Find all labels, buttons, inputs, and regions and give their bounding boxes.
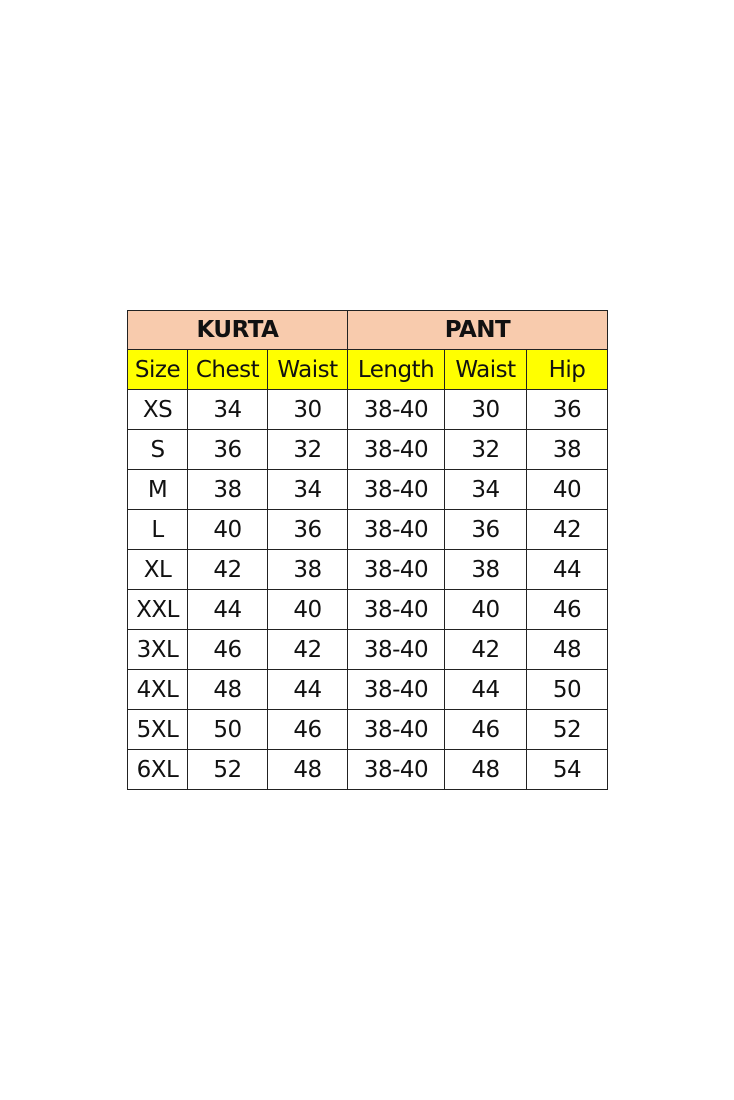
table-cell: 38-40 [347,509,445,550]
group-pant: PANT [347,310,608,350]
column-header: Size [127,349,188,390]
table-cell: 48 [526,629,608,670]
table-cell: 38-40 [347,469,445,510]
table-cell: XL [127,549,188,590]
table-row: M 38 34 38-40 34 40 [127,469,608,510]
table-cell: 38-40 [347,709,445,750]
table-row: L 40 36 38-40 36 42 [127,509,608,550]
column-header: Chest [187,349,268,390]
table-cell: 32 [267,429,348,470]
table-cell: 38-40 [347,549,445,590]
column-header-row: Size Chest Waist Length Waist Hip [127,349,608,390]
table-cell: 42 [444,629,527,670]
table-cell: 50 [187,709,268,750]
table-cell: 54 [526,749,608,790]
table-row: XL 42 38 38-40 38 44 [127,549,608,590]
table-cell: 36 [187,429,268,470]
table-cell: 52 [187,749,268,790]
column-header: Waist [444,349,527,390]
table-cell: 38 [187,469,268,510]
table-cell: 36 [526,389,608,430]
table-cell: 38-40 [347,749,445,790]
table-cell: 42 [526,509,608,550]
table-cell: 44 [187,589,268,630]
table-cell: 38-40 [347,669,445,710]
table-cell: 40 [187,509,268,550]
table-cell: XS [127,389,188,430]
table-cell: 38 [444,549,527,590]
table-cell: 36 [267,509,348,550]
table-cell: M [127,469,188,510]
table-cell: 4XL [127,669,188,710]
table-cell: 44 [267,669,348,710]
table-cell: 6XL [127,749,188,790]
table-row: 6XL 52 48 38-40 48 54 [127,749,608,790]
group-header-row: KURTA PANT [127,310,608,350]
table-cell: 52 [526,709,608,750]
column-header: Hip [526,349,608,390]
table-cell: S [127,429,188,470]
table-row: 5XL 50 46 38-40 46 52 [127,709,608,750]
table-cell: 46 [526,589,608,630]
table-cell: 42 [267,629,348,670]
table-cell: XXL [127,589,188,630]
table-cell: 50 [526,669,608,710]
table-cell: 40 [444,589,527,630]
table-cell: 44 [526,549,608,590]
table-cell: 46 [444,709,527,750]
table-row: XS 34 30 38-40 30 36 [127,389,608,430]
table-cell: L [127,509,188,550]
table-cell: 48 [187,669,268,710]
column-header: Length [347,349,445,390]
table-row: S 36 32 38-40 32 38 [127,429,608,470]
table-cell: 38-40 [347,629,445,670]
table-cell: 38 [267,549,348,590]
group-kurta: KURTA [127,310,348,350]
table-cell: 32 [444,429,527,470]
table-cell: 38 [526,429,608,470]
table-cell: 38-40 [347,389,445,430]
table-cell: 34 [187,389,268,430]
table-row: 3XL 46 42 38-40 42 48 [127,629,608,670]
table-cell: 30 [267,389,348,430]
table-cell: 30 [444,389,527,430]
table-cell: 48 [267,749,348,790]
table-row: XXL 44 40 38-40 40 46 [127,589,608,630]
table-cell: 40 [526,469,608,510]
table-cell: 40 [267,589,348,630]
table-cell: 48 [444,749,527,790]
table-cell: 38-40 [347,589,445,630]
table-cell: 36 [444,509,527,550]
table-cell: 38-40 [347,429,445,470]
table-cell: 42 [187,549,268,590]
column-header: Waist [267,349,348,390]
table-cell: 44 [444,669,527,710]
table-row: 4XL 48 44 38-40 44 50 [127,669,608,710]
table-cell: 3XL [127,629,188,670]
table-cell: 5XL [127,709,188,750]
table-cell: 46 [187,629,268,670]
table-cell: 34 [267,469,348,510]
table-cell: 34 [444,469,527,510]
size-chart-table: KURTA PANT Size Chest Waist Length Waist Hip … [127,310,608,790]
table-cell: 46 [267,709,348,750]
